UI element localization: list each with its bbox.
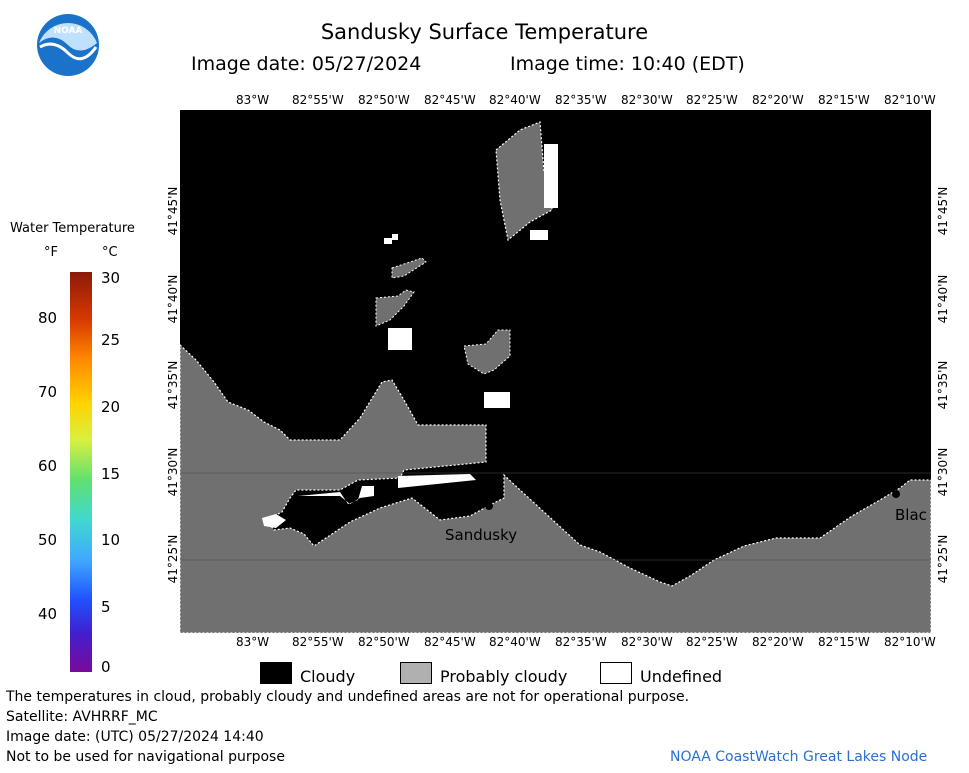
lat-label-left: 41°40'N [166,274,180,324]
footer-disclaimer: The temperatures in cloud, probably clou… [6,689,690,705]
lat-label-left: 41°25'N [166,534,180,584]
lat-label-left: 41°35'N [166,360,180,410]
lat-label-right: 41°30'N [936,447,950,497]
place-label-sandusky: Sandusky [445,526,518,544]
lon-label-bottom: 82°45'W [424,635,476,649]
colorbar-f-tick: 50 [38,531,58,549]
lon-label-top: 82°10'W [884,93,936,107]
place-label-blac: Blac [895,506,927,524]
lon-label-bottom: 82°50'W [358,635,410,649]
colorbar-c-tick: 20 [101,398,121,416]
legend-swatch-undefined [600,662,632,684]
legend-label-probably-cloudy: Probably cloudy [440,667,568,686]
lon-label-top: 82°20'W [752,93,804,107]
lon-label-bottom: 82°40'W [489,635,541,649]
lon-label-bottom: 82°25'W [686,635,738,649]
legend-label-undefined: Undefined [640,667,723,686]
lon-label-bottom: 82°10'W [884,635,936,649]
footer-satellite: Satellite: AVHRRF_MC [6,709,158,725]
colorbar-c-tick: 5 [101,598,111,616]
island [391,257,427,279]
image-date: Image date: 05/27/2024 [191,53,422,75]
colorbar-unit-c: °C [102,245,118,260]
footer-credit: NOAA CoastWatch Great Lakes Node [670,749,928,765]
undefined-area [392,234,398,240]
city-marker [485,502,493,510]
graticule [180,472,931,561]
lon-label-top: 82°35'W [555,93,607,107]
undefined-area [544,144,558,208]
probably-cloudy-land [180,344,931,633]
lon-label-bottom: 82°20'W [752,635,804,649]
lon-label-top: 82°45'W [424,93,476,107]
legend-label-cloudy: Cloudy [300,667,356,686]
colorbar-title: Water Temperature [10,221,135,236]
lon-label-bottom: 82°30'W [621,635,673,649]
footer-nav-warning: Not to be used for navigational purpose [6,749,285,765]
lon-label-top: 83°W [236,93,270,107]
undefined-area [388,328,412,350]
colorbar-f-tick: 40 [38,605,58,623]
lat-label-left: 41°45'N [166,186,180,236]
island [495,121,553,242]
lon-label-bottom: 82°35'W [555,635,607,649]
lon-label-bottom: 82°15'W [818,635,870,649]
colorbar [70,272,92,672]
undefined-area [262,514,286,528]
lon-label-top: 82°15'W [818,93,870,107]
colorbar-c-tick: 15 [101,465,121,483]
island [463,329,511,375]
lon-label-top: 82°25'W [686,93,738,107]
lon-label-top: 82°55'W [292,93,344,107]
undefined-area [298,486,374,504]
undefined-area [530,230,548,240]
colorbar-f-tick: 60 [38,457,58,475]
lon-label-bottom: 82°55'W [292,635,344,649]
lat-label-left: 41°30'N [166,447,180,497]
page-title: Sandusky Surface Temperature [320,20,649,44]
colorbar-f-tick: 80 [38,309,58,327]
colorbar-c-tick: 30 [101,269,121,287]
colorbar-c-tick: 0 [101,658,111,676]
colorbar-c-tick: 10 [101,531,121,549]
city-marker [892,490,900,498]
legend-swatch-cloudy [260,662,292,684]
undefined-area [384,238,392,244]
lat-label-right: 41°25'N [936,534,950,584]
lat-label-right: 41°40'N [936,274,950,324]
noaa-logo-text: NOAA [54,26,83,36]
undefined-area [484,392,510,408]
lat-label-right: 41°45'N [936,186,950,236]
lat-label-right: 41°35'N [936,360,950,410]
colorbar-unit-f: °F [44,245,58,260]
island [375,289,415,327]
lon-label-top: 82°30'W [621,93,673,107]
footer-utc-date: Image date: (UTC) 05/27/2024 14:40 [6,729,264,745]
lon-label-bottom: 83°W [236,635,270,649]
noaa-logo: NOAA [37,14,99,76]
legend-swatch-probably-cloudy [400,662,432,684]
map-panel [180,110,931,633]
lon-label-top: 82°50'W [358,93,410,107]
colorbar-c-tick: 25 [101,331,121,349]
lon-label-top: 82°40'W [489,93,541,107]
undefined-area [398,474,476,488]
colorbar-f-tick: 70 [38,383,58,401]
image-time: Image time: 10:40 (EDT) [510,53,745,75]
